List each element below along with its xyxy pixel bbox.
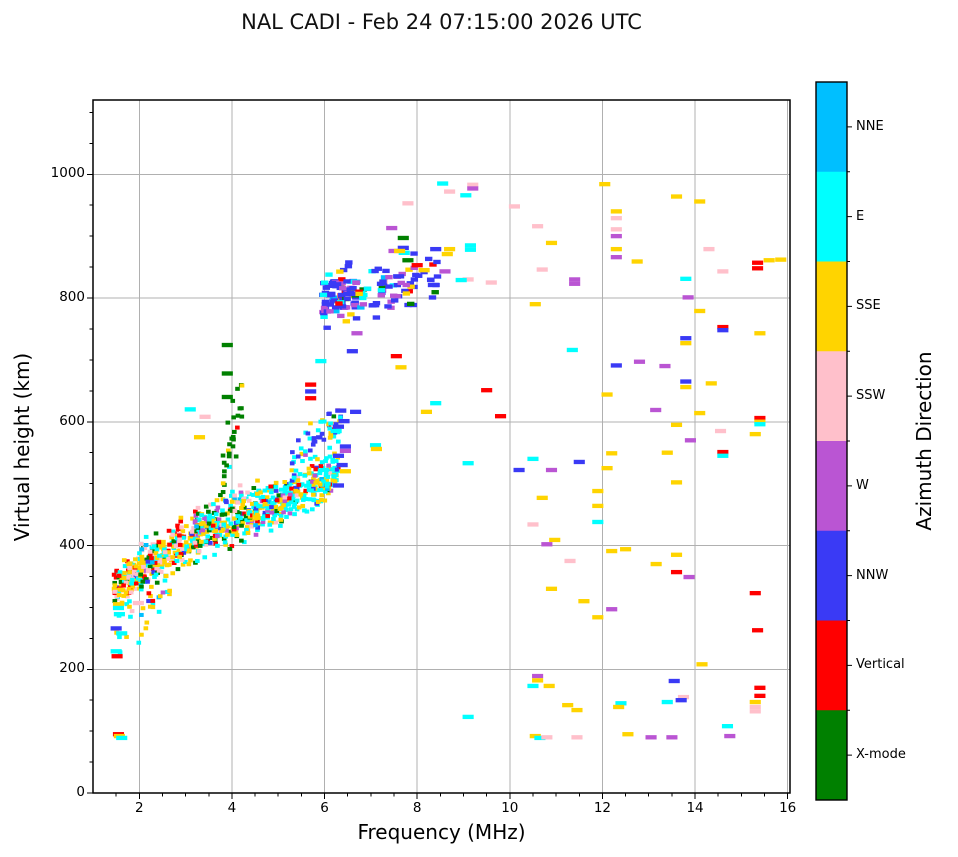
x-tick-label: 8 [412, 800, 422, 816]
colorbar-tick-label: W [856, 477, 869, 493]
colorbar-segment-ssw [816, 351, 847, 442]
colorbar-segment-vertical [816, 620, 847, 711]
colorbar-segment-w [816, 441, 847, 532]
x-tick-label: 16 [779, 800, 797, 816]
colorbar-tick-label: X-mode [856, 747, 906, 763]
x-tick-label: 4 [227, 800, 237, 816]
x-tick-label: 10 [501, 800, 519, 816]
scatter-points [110, 181, 787, 741]
x-tick-label: 14 [686, 800, 704, 816]
colorbar-tick-label: NNE [856, 118, 884, 134]
plot-border [92, 99, 791, 794]
y-tick-label: 0 [76, 784, 85, 800]
y-tick-label: 600 [59, 412, 85, 429]
x-axis-label: Frequency (MHz) [357, 820, 526, 844]
colorbar-tick-label: Vertical [856, 657, 905, 673]
colorbar-segment-x-mode [816, 710, 847, 801]
colorbar-tick-label: SSW [856, 388, 886, 404]
y-tick-label: 1000 [50, 165, 85, 182]
x-tick-label: 6 [320, 800, 329, 816]
colorbar-tick-label: NNW [856, 567, 889, 583]
y-tick-label: 800 [59, 289, 85, 305]
grid-lines [93, 100, 790, 793]
colorbar-tick-label: SSE [856, 298, 881, 314]
x-tick-label: 2 [135, 800, 144, 816]
colorbar [815, 81, 852, 801]
colorbar-segment-sse [816, 261, 847, 352]
colorbar-segment-e [816, 171, 847, 262]
colorbar-tick-label: E [856, 208, 865, 224]
y-tick-label: 200 [59, 660, 85, 677]
colorbar-segment-nne [816, 82, 847, 173]
axis-ticks [87, 111, 789, 799]
x-tick-label: 12 [593, 800, 612, 816]
colorbar-segment-nnw [816, 530, 847, 621]
chart-title: NAL CADI - Feb 24 07:15:00 2026 UTC [241, 10, 642, 34]
y-tick-label: 400 [59, 536, 85, 553]
